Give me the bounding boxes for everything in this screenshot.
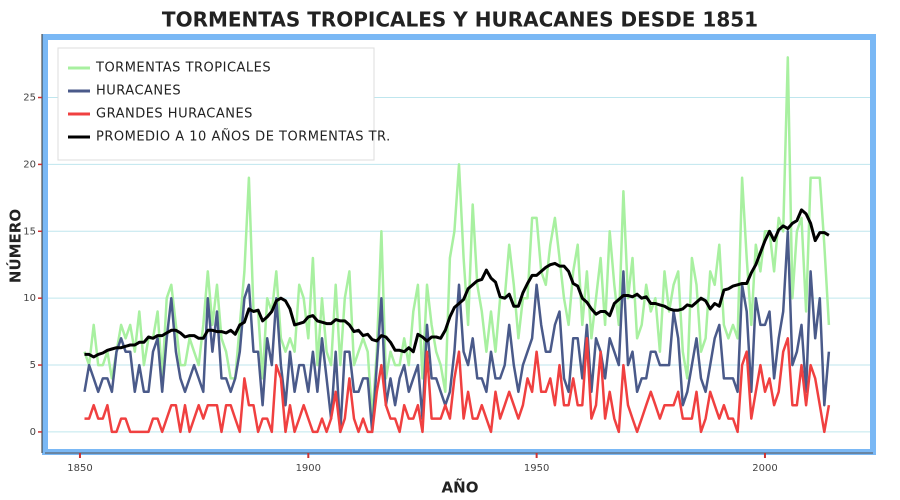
series-line <box>84 208 830 359</box>
legend-label: PROMEDIO A 10 AÑOS DE TORMENTAS TR. <box>96 129 391 145</box>
x-tick-label: 1850 <box>67 463 92 474</box>
chart-title: TORMENTAS TROPICALES Y HURACANES DESDE 1… <box>162 8 758 32</box>
y-tick-label: 20 <box>23 159 36 170</box>
x-tick-label: 1900 <box>296 463 321 474</box>
y-tick-label: 15 <box>23 226 36 237</box>
x-tick-label: 1950 <box>524 463 549 474</box>
x-axis-title: AÑO <box>442 478 479 497</box>
y-tick-label: 25 <box>23 93 36 104</box>
legend-label: GRANDES HURACANES <box>96 107 253 122</box>
y-axis-title: NÚMERO <box>6 209 25 283</box>
series-line <box>83 230 831 434</box>
x-tick-label: 2000 <box>752 463 777 474</box>
y-tick-label: 0 <box>30 427 36 438</box>
plot-frame <box>42 34 876 455</box>
series-line <box>83 56 831 420</box>
legend-box <box>57 47 375 161</box>
legend-label: TORMENTAS TROPICALES <box>95 61 271 76</box>
y-tick-label: 5 <box>30 360 36 371</box>
series-line <box>84 337 831 434</box>
legend-label: HURACANES <box>96 84 181 99</box>
y-tick-label: 10 <box>23 293 36 304</box>
